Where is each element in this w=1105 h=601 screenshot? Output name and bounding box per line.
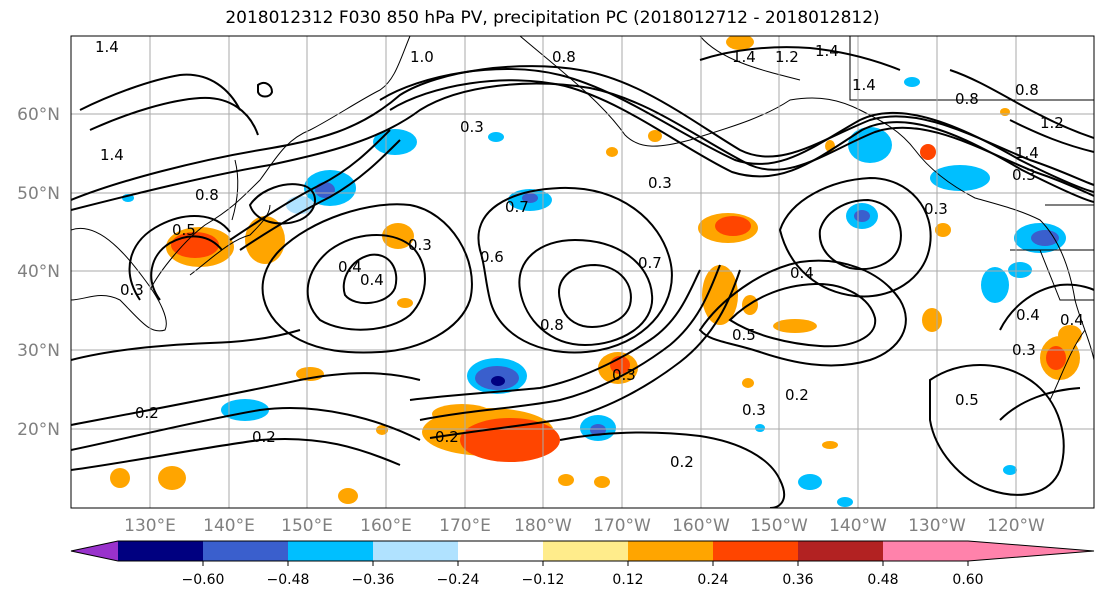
lat-label-50n: 50°N bbox=[17, 184, 60, 204]
contour-label: 0.2 bbox=[135, 404, 159, 422]
colorbar-max-extension bbox=[968, 541, 1094, 561]
contour-label: 0.3 bbox=[648, 174, 672, 192]
colorbar-segment bbox=[203, 541, 288, 561]
contour-label: 0.3 bbox=[1012, 341, 1036, 359]
lat-label-30n: 30°N bbox=[17, 341, 60, 361]
colorbar-tick-label: −0.48 bbox=[267, 572, 310, 588]
contour-labels: 1.4 1.0 0.8 1.2 1.4 1.4 0.8 1.4 1.2 1.4 … bbox=[95, 38, 1084, 471]
lon-label-160e: 160°E bbox=[360, 516, 412, 536]
contour-label: 0.4 bbox=[1060, 311, 1084, 329]
contour-label: 1.4 bbox=[815, 42, 839, 60]
colorbar-segment bbox=[288, 541, 373, 561]
longitude-labels: 130°E 140°E 150°E 160°E 170°E 180°W 170°… bbox=[124, 516, 1045, 536]
lon-label-140w: 140°W bbox=[829, 516, 887, 536]
contour-label: 0.8 bbox=[955, 90, 979, 108]
colorbar-tick-label: −0.12 bbox=[522, 572, 565, 588]
colorbar-segment bbox=[713, 541, 798, 561]
lon-label-150e: 150°E bbox=[281, 516, 333, 536]
contour-label: 0.7 bbox=[638, 254, 662, 272]
lon-label-120w: 120°W bbox=[987, 516, 1045, 536]
contour-label: 0.8 bbox=[540, 316, 564, 334]
lon-label-150w: 150°W bbox=[750, 516, 808, 536]
colorbar-tick-label: −0.36 bbox=[352, 572, 395, 588]
contour-label: 0.6 bbox=[480, 248, 504, 266]
latitude-labels: 60°N 50°N 40°N 30°N 20°N bbox=[17, 105, 60, 440]
contour-label: 0.4 bbox=[360, 271, 384, 289]
lon-label-170w: 170°W bbox=[593, 516, 651, 536]
contour-label: 0.7 bbox=[505, 198, 529, 216]
contour-label: 0.3 bbox=[1012, 166, 1036, 184]
colorbar-segment bbox=[883, 541, 968, 561]
contour-label: 1.4 bbox=[1015, 144, 1039, 162]
lon-label-180w: 180°W bbox=[514, 516, 572, 536]
contour-label: 0.2 bbox=[435, 428, 459, 446]
lon-label-130w: 130°W bbox=[908, 516, 966, 536]
contour-label: 1.4 bbox=[852, 76, 876, 94]
contour-label: 0.3 bbox=[742, 401, 766, 419]
lat-label-20n: 20°N bbox=[17, 420, 60, 440]
colorbar-min-extension bbox=[71, 541, 118, 561]
contour-label: 0.5 bbox=[172, 221, 196, 239]
map-plot-area: 1.4 1.0 0.8 1.2 1.4 1.4 0.8 1.4 1.2 1.4 … bbox=[71, 36, 1094, 508]
lon-label-130e: 130°E bbox=[124, 516, 176, 536]
contour-label: 0.8 bbox=[195, 186, 219, 204]
contour-label: 1.4 bbox=[95, 38, 119, 56]
colorbar-segment bbox=[543, 541, 628, 561]
contour-label: 1.2 bbox=[1040, 114, 1064, 132]
contour-label: 0.3 bbox=[924, 200, 948, 218]
contour-label: 0.8 bbox=[552, 48, 576, 66]
contour-label: 1.0 bbox=[410, 48, 434, 66]
colorbar-tick-label: 0.24 bbox=[697, 572, 728, 588]
contour-label: 0.5 bbox=[955, 391, 979, 409]
lon-label-140e: 140°E bbox=[203, 516, 255, 536]
colorbar-tick-label: −0.24 bbox=[437, 572, 480, 588]
lat-label-60n: 60°N bbox=[17, 105, 60, 125]
colorbar: −0.60 −0.48 −0.36 −0.24 −0.12 0.12 0.24 … bbox=[70, 540, 1095, 588]
contour-label: 0.2 bbox=[785, 386, 809, 404]
colorbar-tick-label: 0.36 bbox=[782, 572, 813, 588]
contour-label: 0.8 bbox=[1015, 81, 1039, 99]
contour-label: 0.3 bbox=[408, 236, 432, 254]
colorbar-segment bbox=[628, 541, 713, 561]
map-title: 2018012312 F030 850 hPa PV, precipitatio… bbox=[225, 8, 880, 28]
contour-label: 0.4 bbox=[790, 264, 814, 282]
colorbar-segment bbox=[458, 541, 543, 561]
contour-label: 0.4 bbox=[1016, 306, 1040, 324]
colorbar-tick-label: −0.60 bbox=[182, 572, 225, 588]
colorbar-segment bbox=[373, 541, 458, 561]
map-frame bbox=[70, 35, 1095, 509]
gridlines bbox=[71, 36, 1094, 508]
contour-label: 0.3 bbox=[120, 281, 144, 299]
contour-label: 0.5 bbox=[732, 326, 756, 344]
contour-label: 1.4 bbox=[100, 146, 124, 164]
contour-label: 0.3 bbox=[612, 366, 636, 384]
contour-label: 1.4 bbox=[732, 48, 756, 66]
lat-label-40n: 40°N bbox=[17, 262, 60, 282]
lon-label-160w: 160°W bbox=[672, 516, 730, 536]
colorbar-tick-label: 0.60 bbox=[952, 572, 983, 588]
contour-label: 1.2 bbox=[775, 48, 799, 66]
colorbar-tick-label: 0.48 bbox=[867, 572, 898, 588]
contour-label: 0.4 bbox=[338, 258, 362, 276]
contour-label: 0.2 bbox=[252, 428, 276, 446]
colorbar-tick-label: 0.12 bbox=[612, 572, 643, 588]
lon-label-170e: 170°E bbox=[439, 516, 491, 536]
colorbar-segment bbox=[798, 541, 883, 561]
contour-label: 0.3 bbox=[460, 118, 484, 136]
colorbar-segment bbox=[118, 541, 203, 561]
contour-label: 0.2 bbox=[670, 453, 694, 471]
pv-contours bbox=[71, 46, 1094, 508]
